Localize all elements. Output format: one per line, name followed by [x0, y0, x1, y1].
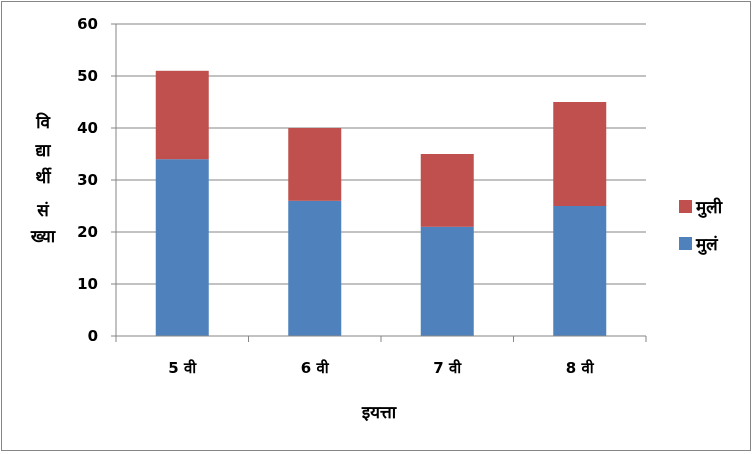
- y-tick-label: 30: [77, 171, 98, 189]
- legend-label: मुली: [695, 197, 723, 218]
- bar-segment-boys: [420, 226, 474, 336]
- x-tick-label: 8 वी: [566, 359, 595, 377]
- bar-segment-girls: [288, 128, 342, 201]
- x-tick-label: 6 वी: [301, 359, 330, 377]
- y-tick-label: 0: [88, 327, 98, 345]
- x-tick-label: 7 वी: [433, 359, 462, 377]
- y-axis-title: वि द्या र्थी सं ख्या: [30, 112, 56, 247]
- y-axis-title-line: सं: [36, 201, 50, 221]
- bars: [155, 70, 607, 336]
- y-axis-title-line: र्थी: [35, 167, 52, 188]
- y-axis-title-line: द्या: [34, 141, 51, 161]
- y-tick-label: 40: [77, 119, 98, 137]
- bar-segment-boys: [288, 200, 342, 336]
- y-tick-labels: 0 10 20 30 40 50 60: [77, 15, 98, 345]
- y-axis-title-line: वि: [35, 112, 51, 133]
- legend: मुली मुलं: [679, 197, 723, 255]
- axes: [111, 23, 647, 342]
- y-tick-label: 50: [77, 67, 98, 85]
- bar-segment-girls: [420, 154, 474, 227]
- bar-segment-girls: [155, 70, 209, 160]
- legend-label: मुलं: [695, 235, 719, 255]
- y-axis-title-line: ख्या: [30, 227, 56, 247]
- legend-swatch: [679, 200, 692, 213]
- bar-segment-boys: [553, 206, 607, 336]
- y-tick-label: 20: [77, 223, 98, 241]
- bar-segment-boys: [155, 159, 209, 336]
- y-tick-label: 10: [77, 275, 98, 293]
- x-tick-label: 5 वी: [168, 359, 197, 377]
- legend-swatch: [679, 237, 692, 250]
- x-tick-labels: 5 वी 6 वी 7 वी 8 वी: [168, 359, 594, 377]
- x-axis-title: इयत्ता: [361, 403, 397, 423]
- bar-segment-girls: [553, 102, 607, 206]
- y-tick-label: 60: [77, 15, 98, 33]
